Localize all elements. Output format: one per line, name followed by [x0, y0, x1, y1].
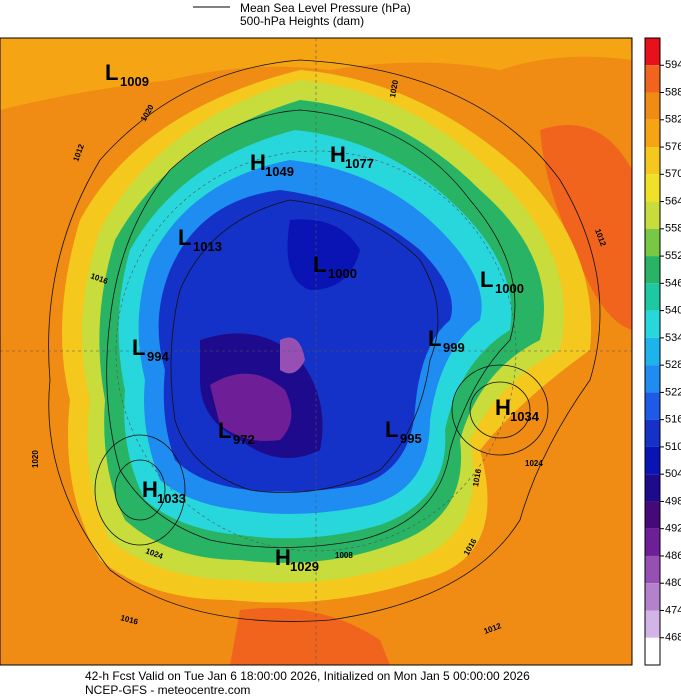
- colorbar-box: [645, 201, 660, 229]
- colorbar-box: [645, 446, 660, 475]
- center-value: 1013: [193, 239, 222, 254]
- map: [0, 37, 633, 666]
- colorbar-box: [645, 174, 660, 202]
- colorbar-label: 474: [665, 604, 681, 616]
- isobar-label: 1016: [471, 468, 483, 488]
- colorbar-label: 498: [665, 495, 681, 507]
- colorbar-box: [645, 119, 660, 148]
- center-value: 999: [443, 340, 465, 355]
- colorbar-label: 588: [665, 86, 681, 98]
- footer-line: NCEP-GFS - meteocentre.com: [85, 683, 250, 697]
- center-letter: L: [178, 225, 191, 250]
- colorbar-label: 492: [665, 523, 681, 535]
- center-value: 1033: [157, 491, 186, 506]
- center-value: 1077: [345, 156, 374, 171]
- colorbar-box: [645, 474, 660, 502]
- colorbar-box: [645, 147, 660, 175]
- center-letter: H: [275, 545, 291, 570]
- center-value: 1000: [328, 266, 357, 281]
- center-letter: L: [105, 60, 118, 85]
- colorbar-label: 552: [665, 250, 681, 262]
- isobar-label: 1024: [525, 459, 543, 468]
- colorbar-label: 516: [665, 414, 681, 426]
- center-letter: H: [250, 150, 266, 175]
- colorbar-label: 582: [665, 114, 681, 126]
- center-letter: L: [385, 417, 398, 442]
- footer-line: 42-h Fcst Valid on Tue Jan 6 18:00:00 20…: [85, 669, 530, 683]
- isobar-label: 1020: [31, 450, 40, 468]
- colorbar-label: 576: [665, 141, 681, 153]
- colorbar-box: [645, 419, 660, 447]
- colorbar-box: [645, 337, 660, 366]
- isobar-label: 1008: [335, 551, 353, 560]
- colorbar-box: [645, 310, 660, 338]
- colorbar-label: 510: [665, 441, 681, 453]
- center-letter: H: [495, 395, 511, 420]
- center-value: 994: [147, 349, 169, 364]
- center-value: 1034: [510, 409, 540, 424]
- colorbar-label: 504: [665, 468, 681, 480]
- colorbar-box: [645, 38, 660, 66]
- header-line: Mean Sea Level Pressure (hPa): [240, 1, 411, 15]
- center-letter: L: [218, 418, 231, 443]
- colorbar-box: [645, 501, 660, 529]
- center-value: 972: [233, 432, 255, 447]
- colorbar-box: [645, 528, 660, 556]
- center-value: 995: [400, 431, 422, 446]
- center-letter: L: [313, 252, 326, 277]
- colorbar-label: 522: [665, 386, 681, 398]
- colorbar-label: 468: [665, 632, 681, 644]
- colorbar-label: 558: [665, 223, 681, 235]
- colorbar-box: [645, 65, 660, 93]
- colorbar-label: 594: [665, 59, 681, 71]
- colorbar-box: [645, 365, 660, 393]
- center-value: 1029: [290, 559, 319, 574]
- colorbar-box: [645, 555, 660, 584]
- center-letter: L: [428, 326, 441, 351]
- isobar-label: 1020: [388, 79, 400, 99]
- center-value: 1009: [120, 74, 149, 89]
- colorbar-label: 570: [665, 168, 681, 180]
- colorbar-label: 486: [665, 550, 681, 562]
- colorbar-box: [645, 92, 660, 120]
- center-letter: L: [132, 335, 145, 360]
- colorbar-box: [645, 256, 660, 284]
- colorbar-label: 564: [665, 195, 681, 207]
- colorbar-box: [645, 228, 660, 257]
- center-letter: H: [330, 142, 346, 167]
- colorbar-frame: [644, 37, 661, 666]
- colorbar-box: [645, 610, 660, 638]
- center-letter: L: [480, 267, 493, 292]
- colorbar-box: [645, 583, 660, 611]
- colorbar-box: [645, 283, 660, 311]
- colorbar-label: 546: [665, 277, 681, 289]
- colorbar-label: 534: [665, 332, 681, 344]
- colorbar-box: [645, 392, 660, 420]
- center-value: 1000: [495, 281, 524, 296]
- colorbar-label: 540: [665, 305, 681, 317]
- colorbar-box: [645, 637, 660, 665]
- center-value: 1049: [265, 164, 294, 179]
- colorbar-label: 480: [665, 577, 681, 589]
- header-line: 500-hPa Heights (dam): [240, 14, 364, 28]
- center-letter: H: [142, 477, 158, 502]
- colorbar-label: 528: [665, 359, 681, 371]
